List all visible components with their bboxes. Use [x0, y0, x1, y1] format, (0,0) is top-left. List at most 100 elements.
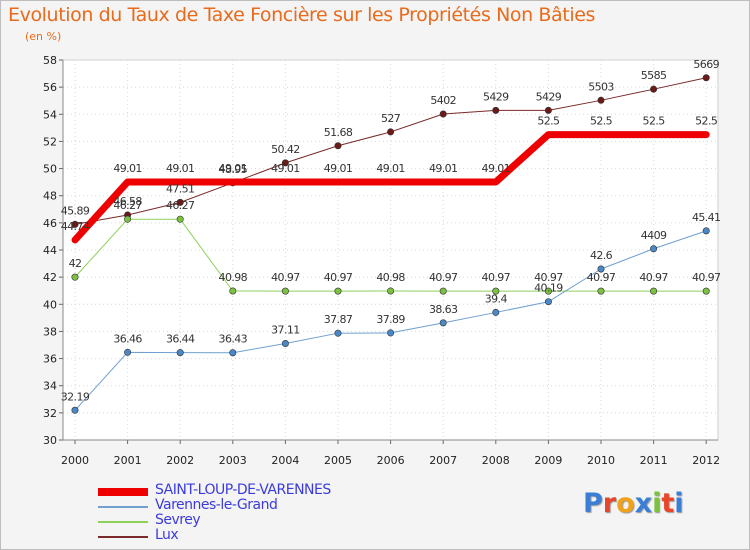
data-point-lux	[439, 110, 447, 118]
data-point-lux	[281, 159, 289, 167]
data-point-sevrey	[334, 287, 342, 295]
data-point-varennes-le-grand	[597, 265, 605, 273]
data-point-lux	[702, 74, 710, 82]
data-point-sevrey	[544, 287, 552, 295]
data-label-saint-loup-de-varennes: 49.01	[376, 162, 405, 175]
data-label-lux: 46.58	[113, 195, 142, 208]
y-tick-label: 54	[43, 108, 57, 121]
x-tick-label: 2003	[219, 454, 247, 467]
data-point-sevrey	[492, 287, 500, 295]
data-point-lux	[334, 142, 342, 150]
line-chart: 30 32 34 36 38 40 42 44 46 48 50 52 54 56 58 2000 2001 20…	[43, 54, 722, 467]
data-point-varennes-le-grand	[439, 319, 447, 327]
data-point-varennes-le-grand	[124, 348, 132, 356]
data-label-sevrey: 40.98	[219, 271, 248, 284]
x-tick-label: 2005	[324, 454, 352, 467]
y-tick-label: 38	[43, 325, 57, 338]
data-point-varennes-le-grand	[229, 349, 237, 357]
data-point-sevrey	[124, 215, 132, 223]
data-label-varennes-le-grand: 37.11	[271, 324, 300, 337]
data-point-sevrey	[229, 287, 237, 295]
data-label-varennes-le-grand: 42.6	[590, 249, 613, 262]
data-point-varennes-le-grand	[702, 227, 710, 235]
y-tick-label: 58	[43, 54, 57, 67]
data-label-varennes-le-grand: 37.89	[376, 313, 405, 326]
legend-swatch	[98, 506, 148, 508]
y-tick-label: 40	[43, 298, 57, 311]
y-tick-label: 44	[43, 244, 57, 257]
x-tick-label: 2008	[482, 454, 510, 467]
unit-label: (en %)	[25, 30, 62, 43]
x-tick-label: 2000	[61, 454, 89, 467]
y-tick-label: 34	[43, 380, 57, 393]
data-label-saint-loup-de-varennes: 49.01	[324, 162, 353, 175]
x-tick-label: 2006	[377, 454, 405, 467]
data-point-varennes-le-grand	[71, 406, 79, 414]
data-label-lux: 5585	[641, 69, 667, 82]
x-tick-label: 2012	[692, 454, 720, 467]
data-label-lux: 45.89	[61, 204, 90, 217]
data-label-lux: 5669	[693, 58, 719, 71]
x-tick-label: 2007	[429, 454, 457, 467]
data-label-saint-loup-de-varennes: 49.01	[113, 162, 142, 175]
legend-label: SAINT-LOUP-DE-VARENNES	[155, 482, 331, 498]
data-point-varennes-le-grand	[650, 245, 658, 253]
legend-swatch	[98, 536, 148, 538]
data-label-saint-loup-de-varennes: 44.74	[61, 220, 90, 233]
data-label-varennes-le-grand: 36.43	[219, 333, 248, 346]
legend-label: Varennes-le-Grand	[155, 497, 278, 513]
y-tick-label: 30	[43, 434, 57, 447]
x-tick-label: 2010	[587, 454, 615, 467]
data-label-saint-loup-de-varennes: 52.5	[590, 115, 613, 128]
series-line-saint-loup-de-varennes	[71, 131, 710, 244]
data-label-lux: 5429	[536, 90, 562, 103]
data-point-lux	[650, 85, 658, 93]
chart-title: Evolution du Taux de Taxe Foncière sur l…	[8, 4, 596, 26]
data-label-sevrey: 40.97	[587, 271, 616, 284]
data-label-sevrey: 40.97	[429, 271, 458, 284]
data-label-varennes-le-grand: 38.63	[429, 303, 458, 316]
data-label-saint-loup-de-varennes: 49.01	[271, 162, 300, 175]
legend-swatch	[98, 521, 148, 523]
data-label-sevrey: 40.97	[324, 271, 353, 284]
data-point-varennes-le-grand	[176, 349, 184, 357]
data-point-varennes-le-grand	[544, 298, 552, 306]
x-tick-label: 2004	[271, 454, 299, 467]
data-label-sevrey: 40.98	[376, 271, 405, 284]
data-label-lux: 5429	[483, 90, 509, 103]
proxiti-logo: Proxiti	[583, 488, 684, 519]
logo-letter: r	[602, 488, 617, 519]
y-tick-label: 56	[43, 81, 57, 94]
logo-letter: o	[616, 488, 635, 519]
data-point-varennes-le-grand	[387, 329, 395, 337]
x-tick-label: 2011	[640, 454, 668, 467]
logo-letter: i	[674, 488, 684, 519]
data-point-sevrey	[71, 273, 79, 281]
data-label-sevrey: 46.27	[166, 199, 195, 212]
data-label-saint-loup-de-varennes: 52.5	[643, 115, 666, 128]
data-point-sevrey	[650, 287, 658, 295]
data-point-sevrey	[176, 215, 184, 223]
data-label-varennes-le-grand: 32.19	[61, 390, 90, 403]
x-tick-label: 2001	[114, 454, 142, 467]
data-label-varennes-le-grand: 39.4	[485, 292, 508, 305]
data-label-varennes-le-grand: 37.87	[324, 313, 353, 326]
data-label-varennes-le-grand: 40.19	[534, 282, 563, 295]
data-label-saint-loup-de-varennes: 49.01	[166, 162, 195, 175]
y-tick-label: 46	[43, 217, 57, 230]
legend-label: Lux	[155, 527, 179, 543]
data-label-varennes-le-grand: 45.41	[692, 211, 721, 224]
data-label-lux: 48.95	[219, 163, 248, 176]
y-tick-label: 52	[43, 135, 57, 148]
data-label-lux: 47.51	[166, 182, 195, 195]
data-point-sevrey	[387, 287, 395, 295]
data-label-saint-loup-de-varennes: 49.01	[219, 162, 248, 175]
data-point-lux	[387, 128, 395, 136]
x-tick-label: 2002	[166, 454, 194, 467]
data-label-sevrey: 40.97	[692, 271, 721, 284]
data-label-varennes-le-grand: 4409	[641, 229, 667, 242]
data-label-varennes-le-grand: 36.46	[113, 332, 142, 345]
data-label-lux: 5503	[588, 80, 614, 93]
data-point-varennes-le-grand	[281, 340, 289, 348]
data-label-saint-loup-de-varennes: 49.01	[429, 162, 458, 175]
